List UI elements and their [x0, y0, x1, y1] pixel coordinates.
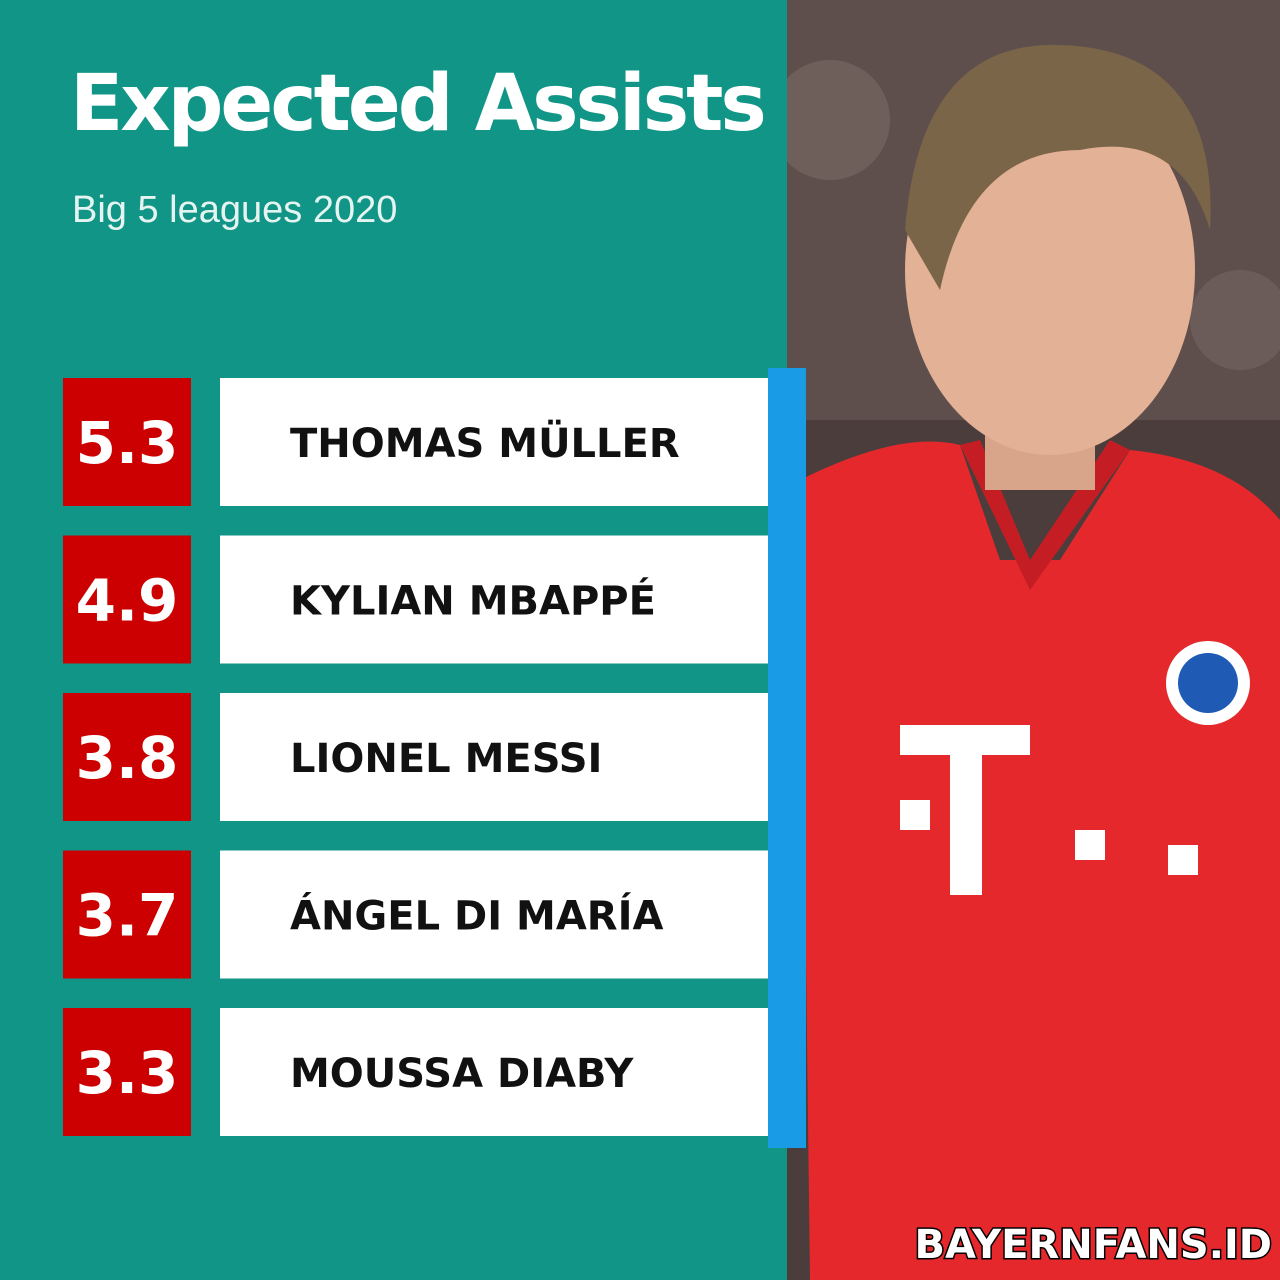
player-photo — [770, 0, 1280, 1280]
accent-bar — [768, 368, 806, 1148]
value-box — [63, 535, 191, 664]
player-name: ÁNGEL DI MARÍA — [290, 892, 663, 940]
value-box — [63, 378, 191, 506]
name-box — [220, 1008, 768, 1136]
rows: 5.3 THOMAS MÜLLER 4.9 KYLIAN MBAPPÉ 3.8 LIONE… — [63, 378, 768, 1136]
title: Expected Assists — [70, 59, 764, 149]
value: 3.8 — [76, 724, 179, 792]
value-box — [63, 1008, 191, 1136]
value: 5.3 — [76, 409, 179, 477]
value-box — [63, 693, 191, 821]
player-name: THOMAS MÜLLER — [290, 419, 680, 467]
row: 5.3 THOMAS MÜLLER — [63, 378, 768, 506]
value: 3.7 — [76, 882, 179, 950]
row: 3.8 LIONEL MESSI — [63, 693, 768, 821]
name-box — [220, 378, 768, 506]
subtitle: Big 5 leagues 2020 — [72, 189, 397, 231]
value: 4.9 — [76, 567, 179, 635]
row: 4.9 KYLIAN MBAPPÉ — [63, 535, 768, 664]
name-box — [220, 693, 768, 821]
row: 3.7 ÁNGEL DI MARÍA — [63, 850, 768, 979]
row: 3.3 MOUSSA DIABY — [63, 1008, 768, 1136]
value-box — [63, 850, 191, 979]
watermark: BAYERNFANS.ID — [915, 1222, 1272, 1268]
value: 3.3 — [76, 1039, 179, 1107]
name-box — [220, 850, 768, 979]
name-box — [220, 535, 768, 664]
player-name: KYLIAN MBAPPÉ — [290, 577, 656, 625]
player-name: MOUSSA DIABY — [290, 1051, 634, 1097]
player-name: LIONEL MESSI — [290, 736, 602, 782]
